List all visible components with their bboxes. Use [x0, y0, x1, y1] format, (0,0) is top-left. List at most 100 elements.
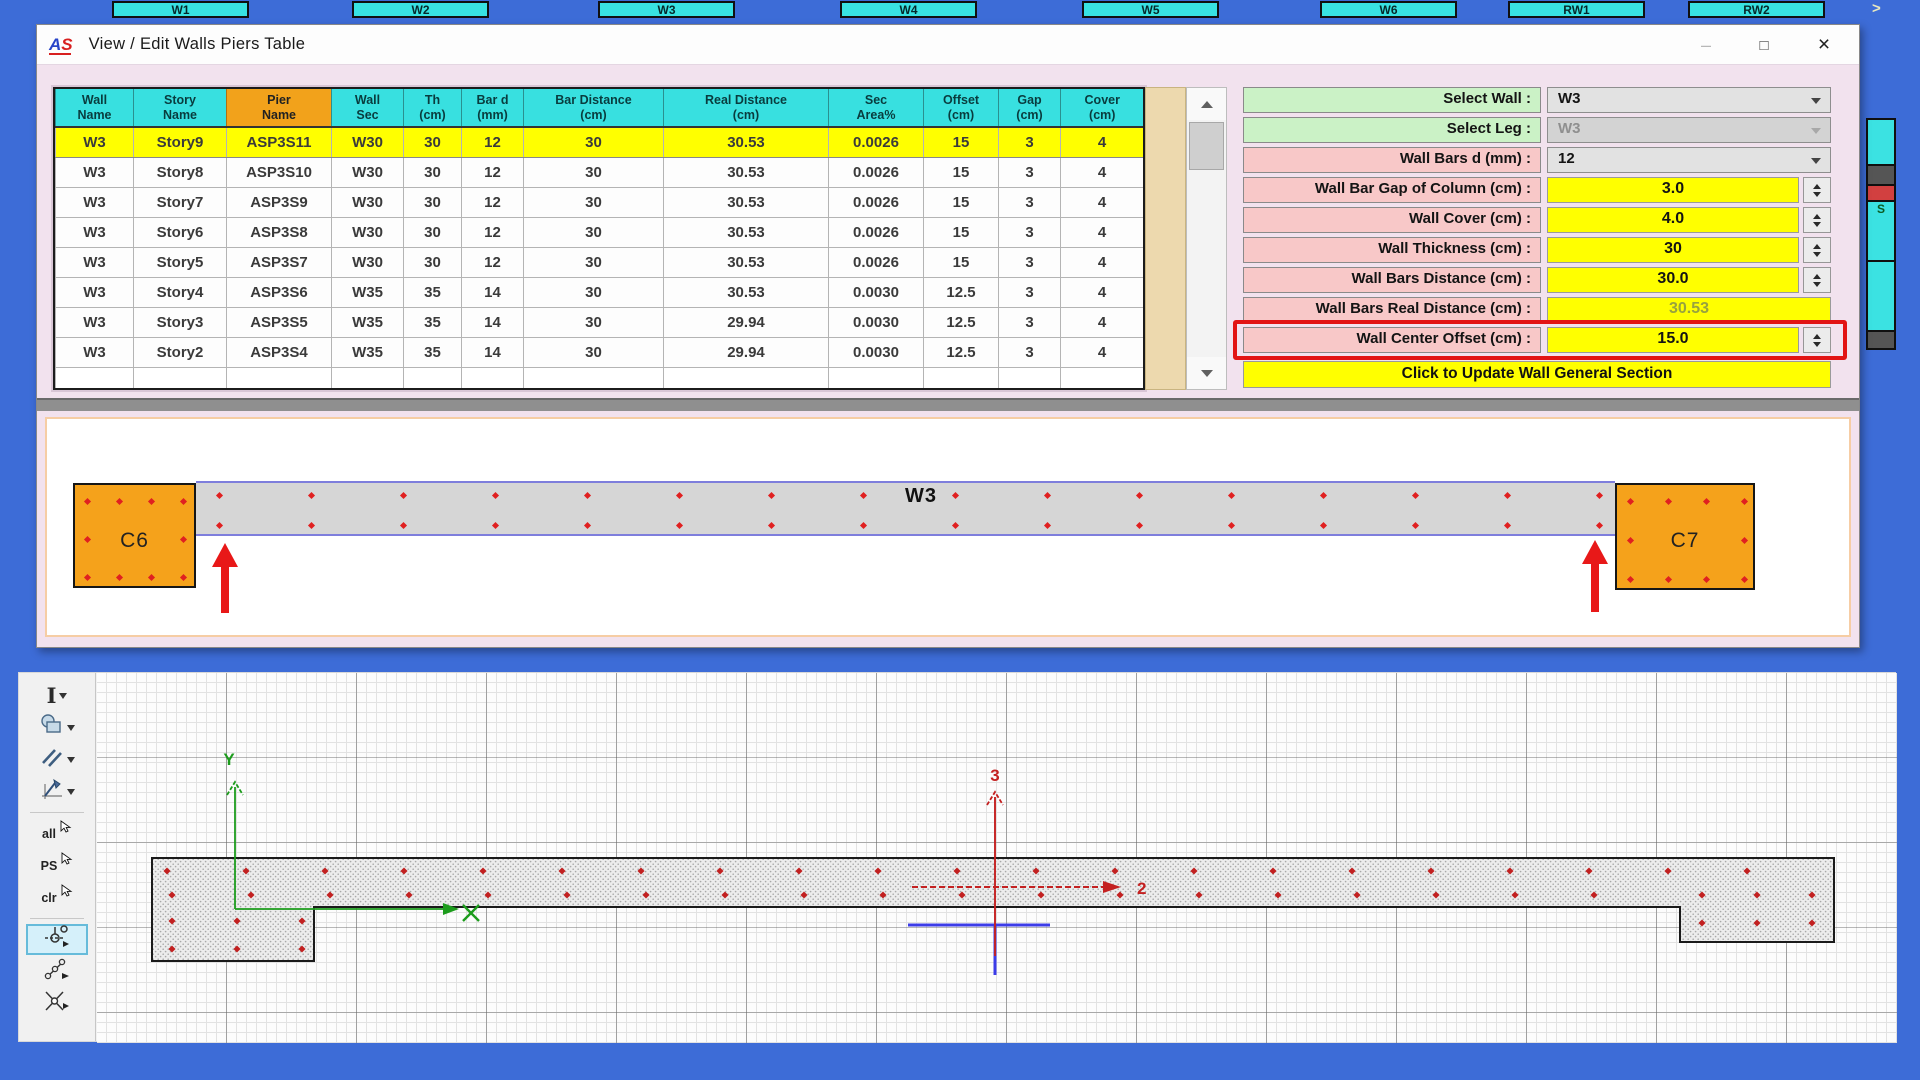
table-cell[interactable]: W30: [331, 246, 404, 278]
table-cell[interactable]: Story2: [133, 336, 227, 368]
dialog-titlebar[interactable]: AS View / Edit Walls Piers Table – □ ×: [37, 25, 1859, 65]
select-all-tool[interactable]: all: [26, 818, 88, 849]
field-dropdown[interactable]: W3: [1547, 87, 1831, 113]
table-cell[interactable]: 30: [523, 276, 664, 308]
table-cell[interactable]: 4: [1060, 216, 1143, 248]
table-cell[interactable]: 12.5: [923, 306, 999, 338]
table-cell[interactable]: 3: [998, 306, 1061, 338]
table-cell[interactable]: W35: [331, 276, 404, 308]
table-cell[interactable]: 12: [461, 126, 524, 158]
table-cell[interactable]: 0.0030: [828, 306, 924, 338]
select-ps-tool[interactable]: PS: [26, 850, 88, 881]
table-cell[interactable]: Story9: [133, 126, 227, 158]
table-cell[interactable]: 30: [523, 216, 664, 248]
table-cell[interactable]: 4: [1060, 186, 1143, 218]
update-wall-section-button[interactable]: Click to Update Wall General Section: [1243, 361, 1831, 388]
table-cell[interactable]: 3: [998, 156, 1061, 188]
table-cell[interactable]: 30: [403, 246, 462, 278]
table-cell[interactable]: 30: [523, 306, 664, 338]
table-cell[interactable]: 4: [1060, 156, 1143, 188]
table-cell[interactable]: 30: [523, 156, 664, 188]
table-scrollbar[interactable]: [1186, 87, 1227, 390]
field-value[interactable]: 30.0: [1547, 267, 1799, 293]
table-cell[interactable]: Story4: [133, 276, 227, 308]
table-cell[interactable]: 0.0030: [828, 276, 924, 308]
minimize-button[interactable]: –: [1700, 34, 1711, 55]
field-stepper[interactable]: [1803, 237, 1831, 263]
table-cell[interactable]: ASP3S7: [226, 246, 332, 278]
table-cell[interactable]: Story6: [133, 216, 227, 248]
table-cell[interactable]: 12: [461, 246, 524, 278]
parallel-lines-tool[interactable]: [26, 744, 88, 775]
table-cell[interactable]: Story8: [133, 156, 227, 188]
table-cell[interactable]: 29.94: [663, 306, 829, 338]
table-cell[interactable]: W3: [55, 126, 134, 158]
chevron-down-icon[interactable]: [59, 692, 68, 699]
table-cell[interactable]: 35: [403, 306, 462, 338]
table-cell[interactable]: 30.53: [663, 186, 829, 218]
stepper-down-icon[interactable]: [1813, 341, 1821, 347]
snap-point-tool[interactable]: [26, 924, 88, 955]
table-cell[interactable]: W3: [55, 336, 134, 368]
table-cell[interactable]: 3: [998, 126, 1061, 158]
table-cell[interactable]: 3: [998, 336, 1061, 368]
table-cell[interactable]: 30: [403, 186, 462, 218]
field-value[interactable]: 3.0: [1547, 177, 1799, 203]
stepper-up-icon[interactable]: [1813, 333, 1821, 339]
field-stepper[interactable]: [1803, 207, 1831, 233]
table-cell[interactable]: W30: [331, 186, 404, 218]
table-cell[interactable]: 4: [1060, 246, 1143, 278]
stepper-up-icon[interactable]: [1813, 213, 1821, 219]
table-cell[interactable]: 3: [998, 276, 1061, 308]
stepper-down-icon[interactable]: [1813, 221, 1821, 227]
scrollbar-thumb[interactable]: [1189, 122, 1224, 170]
stepper-down-icon[interactable]: [1813, 191, 1821, 197]
table-cell[interactable]: 12.5: [923, 336, 999, 368]
table-cell[interactable]: W3: [55, 276, 134, 308]
close-button[interactable]: ×: [1817, 33, 1831, 56]
table-cell[interactable]: ASP3S10: [226, 156, 332, 188]
table-cell[interactable]: ASP3S6: [226, 276, 332, 308]
table-cell[interactable]: 14: [461, 276, 524, 308]
table-cell[interactable]: 29.94: [663, 336, 829, 368]
table-cell[interactable]: 30: [523, 186, 664, 218]
table-cell[interactable]: 4: [1060, 306, 1143, 338]
table-cell[interactable]: 12.5: [923, 276, 999, 308]
table-cell[interactable]: 0.0030: [828, 336, 924, 368]
table-cell[interactable]: W3: [55, 216, 134, 248]
table-cell[interactable]: 4: [1060, 276, 1143, 308]
table-cell[interactable]: W30: [331, 156, 404, 188]
table-cell[interactable]: Story5: [133, 246, 227, 278]
table-cell[interactable]: W35: [331, 306, 404, 338]
table-cell[interactable]: 35: [403, 276, 462, 308]
table-cell[interactable]: 4: [1060, 126, 1143, 158]
table-cell[interactable]: ASP3S5: [226, 306, 332, 338]
table-cell[interactable]: W35: [331, 336, 404, 368]
snap-intersection-tool[interactable]: [26, 988, 88, 1019]
field-value[interactable]: 4.0: [1547, 207, 1799, 233]
table-cell[interactable]: 30: [403, 216, 462, 248]
stepper-down-icon[interactable]: [1813, 281, 1821, 287]
table-cell[interactable]: 30: [403, 156, 462, 188]
table-cell[interactable]: 30: [523, 246, 664, 278]
table-cell[interactable]: 30.53: [663, 246, 829, 278]
table-cell[interactable]: 30: [403, 126, 462, 158]
text-tool[interactable]: I: [26, 680, 88, 711]
table-cell[interactable]: 15: [923, 186, 999, 218]
table-cell[interactable]: ASP3S11: [226, 126, 332, 158]
table-cell[interactable]: ASP3S9: [226, 186, 332, 218]
table-cell[interactable]: W3: [55, 246, 134, 278]
table-cell[interactable]: 12: [461, 186, 524, 218]
table-cell[interactable]: 0.0026: [828, 246, 924, 278]
table-cell[interactable]: 15: [923, 126, 999, 158]
field-stepper[interactable]: [1803, 267, 1831, 293]
field-dropdown[interactable]: 12: [1547, 147, 1831, 173]
table-cell[interactable]: 15: [923, 216, 999, 248]
table-cell[interactable]: ASP3S8: [226, 216, 332, 248]
chevron-down-icon[interactable]: [66, 724, 75, 731]
table-cell[interactable]: 4: [1060, 336, 1143, 368]
table-cell[interactable]: W3: [55, 186, 134, 218]
stepper-up-icon[interactable]: [1813, 273, 1821, 279]
axis-pen-tool[interactable]: [26, 776, 88, 807]
